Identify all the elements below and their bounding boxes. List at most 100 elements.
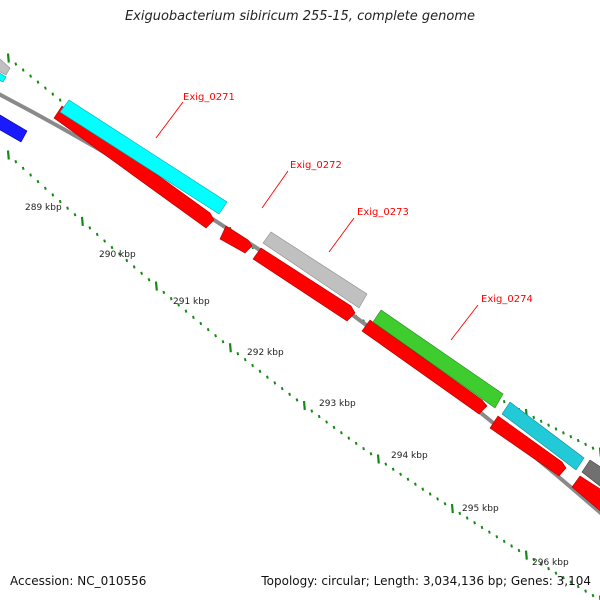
inner-tick bbox=[473, 521, 476, 525]
outer-tick bbox=[44, 86, 47, 90]
inner-tick bbox=[510, 544, 513, 548]
inner-tick bbox=[266, 375, 269, 379]
inner-tick bbox=[258, 369, 262, 374]
outer-tick bbox=[36, 80, 40, 84]
inner-tick bbox=[458, 511, 462, 515]
inner-tick bbox=[95, 232, 99, 237]
label-exig-0271: Exig_0271 bbox=[183, 92, 235, 103]
outer-tick bbox=[562, 431, 565, 435]
inner-tick bbox=[36, 179, 40, 184]
inner-tick bbox=[103, 239, 106, 243]
inner-tick bbox=[14, 159, 18, 164]
inner-tick bbox=[562, 575, 565, 580]
outer-tick bbox=[584, 442, 587, 447]
inner-tick bbox=[51, 193, 55, 197]
inner-tick bbox=[399, 472, 402, 476]
gene-box-blue bbox=[0, 114, 28, 143]
inner-tick bbox=[177, 303, 180, 307]
inner-tick bbox=[406, 477, 410, 481]
tick-label-295: 295 kbp bbox=[462, 504, 499, 514]
outer-tick bbox=[14, 62, 18, 66]
label-exig-0272: Exig_0272 bbox=[290, 160, 342, 171]
leader-exig-0271 bbox=[155, 101, 184, 139]
inner-tick bbox=[21, 166, 25, 170]
inner-tick bbox=[488, 530, 491, 534]
genome-summary-text: Topology: circular; Length: 3,034,136 bp… bbox=[261, 574, 591, 588]
outer-tick bbox=[29, 74, 32, 78]
cds-exig-0273 bbox=[252, 247, 356, 322]
tick-label-294: 294 kbp bbox=[391, 451, 428, 461]
inner-tick bbox=[376, 454, 380, 464]
outer-tick bbox=[591, 446, 595, 450]
tick-label-289: 289 kbp bbox=[25, 203, 62, 213]
inner-tick bbox=[495, 535, 499, 539]
inner-tick bbox=[169, 296, 173, 301]
inner-tick bbox=[584, 589, 587, 593]
inner-tick bbox=[450, 503, 454, 514]
inner-tick bbox=[125, 258, 129, 263]
inner-tick bbox=[547, 566, 550, 571]
label-leaders bbox=[155, 101, 479, 341]
inner-tick bbox=[317, 414, 321, 419]
inner-tick bbox=[29, 173, 32, 177]
cds-edge bbox=[571, 475, 600, 512]
inner-tick bbox=[88, 226, 92, 230]
inner-tick bbox=[428, 492, 432, 496]
cds-next bbox=[489, 415, 567, 477]
inner-tick bbox=[154, 281, 158, 291]
inner-tick bbox=[480, 525, 484, 530]
tick-label-290: 290 kbp bbox=[99, 250, 136, 260]
inner-tick bbox=[251, 363, 254, 368]
inner-tick bbox=[325, 420, 328, 424]
genome-title: Exiguobacterium sibiricum 255-15, comple… bbox=[124, 9, 476, 24]
inner-tick bbox=[118, 252, 121, 256]
inner-tick bbox=[384, 462, 388, 466]
inner-tick bbox=[421, 487, 425, 491]
inner-tick bbox=[576, 584, 580, 589]
outer-tick bbox=[21, 68, 25, 72]
inner-tick bbox=[132, 265, 136, 269]
cds-exig-0274 bbox=[361, 319, 488, 415]
inner-tick bbox=[162, 290, 166, 295]
tick-label-296: 296 kbp bbox=[532, 558, 569, 568]
inner-tick bbox=[288, 392, 291, 396]
inner-tick bbox=[347, 436, 351, 440]
inner-tick bbox=[362, 446, 365, 451]
accession-text: Accession: NC_010556 bbox=[10, 574, 147, 588]
gene-box-gray bbox=[262, 231, 368, 309]
gene-box-teal bbox=[501, 401, 585, 471]
gene-features bbox=[0, 58, 600, 487]
tick-label-292: 292 kbp bbox=[247, 348, 284, 358]
leader-exig-0272 bbox=[261, 170, 289, 209]
inner-tick bbox=[66, 206, 69, 210]
cds-features bbox=[53, 105, 600, 512]
inner-tick bbox=[340, 431, 343, 435]
inner-tick bbox=[147, 278, 151, 282]
inner-tick bbox=[443, 502, 447, 506]
inner-tick bbox=[44, 186, 47, 190]
inner-tick bbox=[436, 497, 439, 501]
inner-tick bbox=[184, 309, 188, 313]
outer-tick bbox=[554, 427, 558, 431]
inner-tick bbox=[199, 321, 203, 326]
inner-tick bbox=[192, 315, 195, 320]
inner-tick bbox=[591, 593, 595, 598]
gene-box-dark-gray bbox=[581, 459, 600, 487]
leader-exig-0273 bbox=[328, 217, 355, 253]
inner-tick bbox=[236, 352, 240, 356]
inner-tick bbox=[110, 245, 114, 250]
inner-tick bbox=[569, 580, 573, 584]
outer-tick bbox=[569, 435, 573, 439]
outer-tick bbox=[6, 53, 10, 63]
label-exig-0274: Exig_0274 bbox=[481, 294, 533, 305]
outer-tick bbox=[51, 92, 55, 96]
outer-tick bbox=[58, 98, 62, 102]
inner-tick bbox=[354, 441, 358, 446]
inner-tick bbox=[6, 150, 10, 160]
inner-tick bbox=[206, 327, 210, 332]
outer-tick bbox=[539, 419, 543, 423]
inner-tick bbox=[465, 516, 469, 520]
inner-tick bbox=[414, 482, 417, 486]
tick-label-291: 291 kbp bbox=[173, 297, 210, 307]
